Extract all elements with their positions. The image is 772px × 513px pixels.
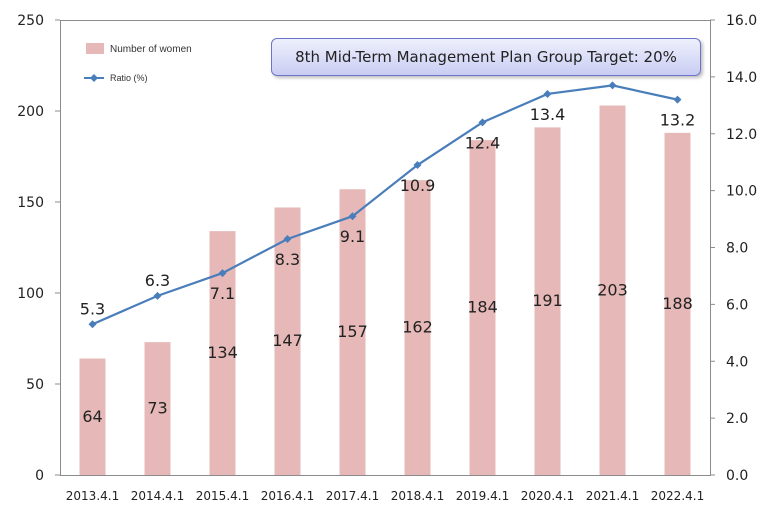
bar-value-label: 134 — [207, 343, 238, 362]
x-tick-label: 2017.4.1 — [326, 489, 379, 503]
legend-line-label: Ratio (%) — [110, 73, 148, 83]
x-tick-label: 2022.4.1 — [651, 489, 704, 503]
bar-value-label: 64 — [82, 407, 102, 426]
left-tick-label: 150 — [17, 195, 44, 211]
right-tick-label: 2.0 — [726, 411, 748, 427]
ratio-value-label: 13.4 — [530, 105, 566, 124]
bar — [664, 132, 691, 475]
ratio-point — [543, 89, 552, 98]
ratio-value-label: 10.9 — [400, 176, 436, 195]
ratio-point — [283, 234, 292, 243]
x-tick-label: 2013.4.1 — [66, 489, 119, 503]
bar-value-label: 73 — [147, 399, 167, 418]
legend: Number of women Ratio (%) — [84, 43, 192, 83]
left-tick-label: 0 — [35, 468, 44, 484]
bar — [339, 189, 366, 475]
left-tick-label: 100 — [17, 286, 44, 302]
x-tick-label: 2014.4.1 — [131, 489, 184, 503]
bar — [144, 342, 171, 475]
x-tick-label: 2016.4.1 — [261, 489, 314, 503]
bar-value-label: 184 — [467, 298, 498, 317]
right-tick-label: 6.0 — [726, 297, 748, 313]
left-tick-label: 200 — [17, 104, 44, 120]
right-tick-label: 4.0 — [726, 354, 748, 370]
ratio-value-label: 5.3 — [80, 299, 105, 318]
bar-value-label: 157 — [337, 322, 368, 341]
bar-value-label: 188 — [662, 294, 693, 313]
bar-value-label: 162 — [402, 318, 433, 337]
ratio-point — [348, 212, 357, 221]
ratio-value-label: 7.1 — [210, 284, 235, 303]
ratio-line — [92, 84, 678, 326]
ratio-value-label: 9.1 — [340, 227, 365, 246]
ratio-point — [413, 161, 422, 170]
bar — [534, 127, 561, 475]
bar — [274, 207, 301, 475]
legend-bar-label: Number of women — [110, 44, 192, 55]
right-tick-label: 12.0 — [726, 127, 757, 143]
ratio-point — [88, 320, 97, 329]
right-tick-label: 10.0 — [726, 184, 757, 200]
x-tick-label: 2015.4.1 — [196, 489, 249, 503]
x-tick-label: 2020.4.1 — [521, 489, 574, 503]
ratio-value-label: 12.4 — [465, 133, 501, 152]
ratio-value-label: 13.2 — [660, 111, 696, 130]
ratio-point — [218, 269, 227, 278]
bar — [79, 358, 106, 475]
ratio-point — [608, 81, 617, 90]
legend-bar-swatch — [86, 43, 104, 54]
ratio-point — [478, 118, 487, 127]
ratio-point — [153, 291, 162, 300]
ratio-value-label: 8.3 — [275, 250, 300, 269]
ratio-point — [673, 95, 682, 104]
x-tick-label: 2021.4.1 — [586, 489, 639, 503]
right-tick-label: 8.0 — [726, 241, 748, 257]
x-tick-label: 2019.4.1 — [456, 489, 509, 503]
legend-line-marker — [90, 74, 98, 82]
right-tick-label: 0.0 — [726, 468, 748, 484]
bar — [404, 180, 431, 475]
bar-value-label: 147 — [272, 331, 303, 350]
target-annotation: 8th Mid-Term Management Plan Group Targe… — [271, 38, 701, 76]
ratio-value-label: 6.3 — [145, 271, 170, 290]
right-tick-label: 14.0 — [726, 70, 757, 86]
bar — [599, 105, 626, 475]
right-tick-label: 16.0 — [726, 13, 757, 29]
left-tick-label: 250 — [17, 13, 44, 29]
left-tick-label: 50 — [26, 377, 44, 393]
bar-value-label: 203 — [597, 280, 628, 299]
x-tick-label: 2018.4.1 — [391, 489, 444, 503]
bar-value-label: 191 — [532, 291, 563, 310]
bar — [469, 140, 496, 475]
